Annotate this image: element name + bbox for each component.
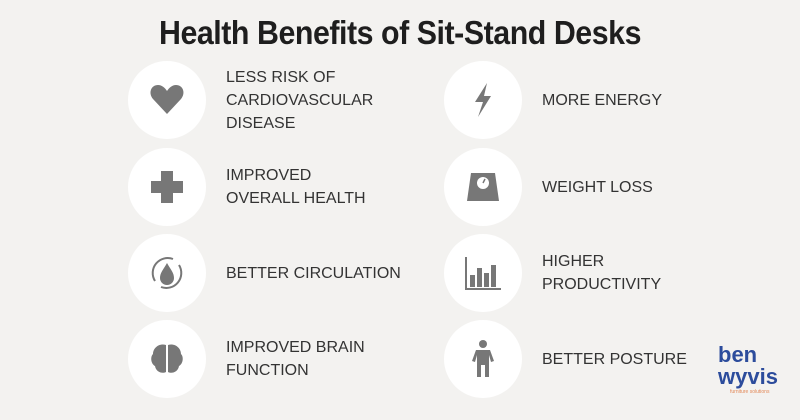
- icon-circle: [128, 320, 206, 398]
- logo-line1: ben: [718, 342, 758, 367]
- icon-circle: [128, 148, 206, 226]
- benefit-circulation: BETTER CIRCULATION: [128, 234, 448, 314]
- logo-tagline: furniture solutions: [730, 389, 770, 395]
- benefit-label: IMPROVED OVERALL HEALTH: [226, 167, 366, 207]
- benefit-label: IMPROVED BRAIN FUNCTION: [226, 339, 365, 379]
- benefit-label: BETTER POSTURE: [542, 350, 687, 368]
- brand-logo: ben wyvis furniture solutions: [718, 344, 788, 396]
- icon-circle: [444, 61, 522, 139]
- person-posture-icon: [472, 340, 494, 377]
- benefit-label: BETTER CIRCULATION: [226, 264, 401, 282]
- scale-icon: [467, 173, 499, 201]
- benefit-label: MORE ENERGY: [542, 91, 663, 109]
- benefit-posture: BETTER POSTURE: [444, 320, 764, 400]
- icon-circle: [128, 234, 206, 312]
- brain-icon: [151, 344, 183, 373]
- icon-circle: [128, 61, 206, 139]
- benefit-overall-health: IMPROVED OVERALL HEALTH: [128, 148, 448, 228]
- icon-circle: [444, 320, 522, 398]
- benefit-weight-loss: WEIGHT LOSS: [444, 148, 764, 228]
- logo-line2: wyvis: [718, 364, 778, 389]
- benefit-energy: MORE ENERGY: [444, 61, 764, 141]
- icon-circle: [444, 148, 522, 226]
- page-title: Health Benefits of Sit-Stand Desks: [158, 14, 642, 51]
- blood-drop-cycle-icon: [151, 257, 183, 289]
- bar-chart-icon: [465, 257, 501, 290]
- medical-cross-icon: [151, 171, 183, 203]
- benefit-cardiovascular: LESS RISK OF CARDIOVASCULAR DISEASE: [128, 61, 448, 141]
- lightning-icon: [475, 83, 491, 117]
- icon-circle: [444, 234, 522, 312]
- benefit-label: LESS RISK OF CARDIOVASCULAR DISEASE: [226, 68, 374, 132]
- benefit-brain: IMPROVED BRAIN FUNCTION: [128, 320, 448, 400]
- benefit-label: HIGHER PRODUCTIVITY: [542, 253, 662, 293]
- heart-icon: [150, 85, 184, 114]
- benefit-label: WEIGHT LOSS: [542, 178, 653, 196]
- benefit-productivity: HIGHER PRODUCTIVITY: [444, 234, 764, 314]
